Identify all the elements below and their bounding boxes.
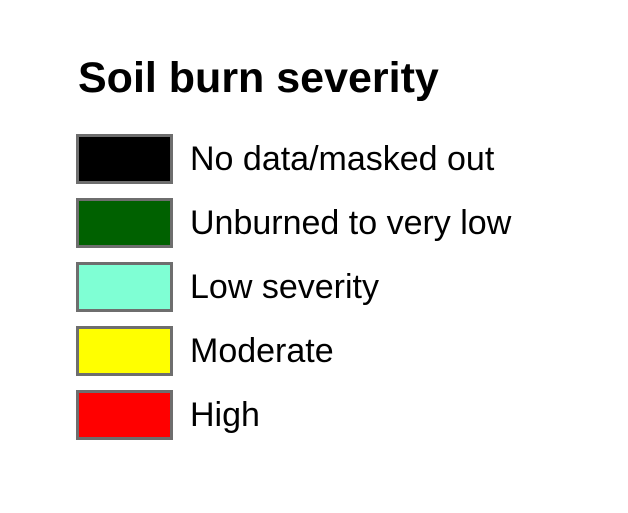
legend-label: Low severity (190, 268, 379, 306)
legend-label: High (190, 396, 260, 434)
color-swatch (76, 198, 173, 248)
legend-title: Soil burn severity (78, 54, 439, 102)
color-swatch (76, 390, 173, 440)
color-swatch (76, 326, 173, 376)
color-swatch (76, 262, 173, 312)
legend-label: No data/masked out (190, 140, 495, 178)
color-swatch (76, 134, 173, 184)
legend-label: Moderate (190, 332, 334, 370)
legend-label: Unburned to very low (190, 204, 512, 242)
